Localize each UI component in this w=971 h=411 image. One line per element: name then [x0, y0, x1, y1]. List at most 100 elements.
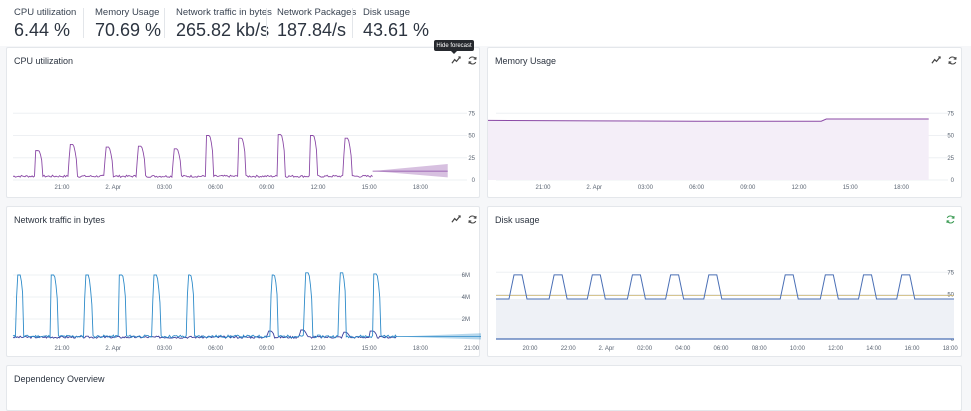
x-tick-label: 12:00 — [791, 185, 807, 191]
kpi-packages[interactable]: Network Packages 187.84/s — [277, 7, 356, 41]
x-tick-label: 03:00 — [157, 346, 173, 352]
x-tick-label: 21:00 — [535, 185, 551, 191]
x-tick-label: 22:00 — [561, 346, 577, 352]
x-tick-label: 06:00 — [713, 346, 729, 352]
y-tick-label: 75 — [947, 270, 954, 276]
kpi-packages-value: 187.84/s — [277, 20, 347, 40]
disk-chart[interactable]: 20:00 22:00 2. Apr 02:00 04:00 06:00 08:00 10:0… — [488, 235, 963, 353]
kpi-packages-label: Network Packages — [277, 7, 357, 18]
x-tick-label: 18:00 — [413, 185, 429, 191]
x-tick-label: 2. Apr — [105, 185, 121, 191]
refresh-icon[interactable] — [467, 214, 478, 225]
disk-area — [496, 298, 954, 339]
x-tick-label: 09:00 — [259, 185, 275, 191]
kpi-memory[interactable]: Memory Usage 70.69 % — [95, 7, 161, 41]
forecast-trend-icon[interactable] — [451, 55, 462, 66]
kpi-disk-value: 43.61 % — [363, 20, 430, 40]
network-chart[interactable]: 21:00 2. Apr 03:00 06:00 09:00 12:00 15:00 18:0… — [7, 235, 481, 353]
x-tick-label: 06:00 — [208, 346, 224, 352]
kpi-memory-label: Memory Usage — [95, 7, 160, 18]
kpi-cpu-label: CPU utilization — [14, 7, 77, 18]
x-tick-label: 21:00 — [464, 346, 480, 352]
x-tick-label: 21:00 — [54, 185, 70, 191]
x-tick-label: 14:00 — [866, 346, 882, 352]
x-tick-label: 18:00 — [943, 346, 959, 352]
kpi-divider — [164, 8, 165, 38]
cpu-panel: CPU utilization 21:00 2. Apr 03:00 06:00 09:… — [6, 47, 480, 198]
memory-panel: Memory Usage 21:00 2. Apr 03:00 06:00 09:00 1… — [487, 47, 962, 198]
y-tick-label: 6M — [462, 273, 470, 279]
kpi-network-value: 265.82 kb/s — [176, 20, 270, 40]
x-tick-label: 09:00 — [259, 346, 275, 352]
x-tick-label: 20:00 — [522, 346, 538, 352]
disk-panel: Disk usage 20:00 22:00 2. Apr 02:00 04:00 06:… — [487, 206, 962, 357]
kpi-disk[interactable]: Disk usage 43.61 % — [363, 7, 429, 41]
disk-series-line — [496, 274, 954, 300]
x-tick-label: 15:00 — [362, 185, 378, 191]
forecast-band — [372, 163, 448, 178]
cpu-series-line — [12, 134, 373, 179]
y-tick-label: 50 — [468, 134, 475, 140]
network-panel-title: Network traffic in bytes — [14, 215, 105, 225]
x-tick-label: 10:00 — [790, 346, 806, 352]
x-tick-label: 06:00 — [689, 185, 705, 191]
x-tick-label: 12:00 — [310, 346, 326, 352]
x-tick-label: 09:00 — [740, 185, 756, 191]
forecast-trend-icon[interactable] — [931, 55, 942, 66]
kpi-cpu[interactable]: CPU utilization 6.44 % — [14, 7, 76, 41]
dependency-panel: Dependency Overview — [6, 365, 962, 411]
x-tick-label: 12:00 — [310, 185, 326, 191]
cpu-panel-title: CPU utilization — [14, 56, 74, 66]
disk-panel-title: Disk usage — [495, 215, 540, 225]
memory-panel-actions — [931, 55, 958, 66]
cpu-panel-actions — [451, 55, 478, 66]
y-tick-label: 75 — [468, 111, 475, 117]
network-panel-actions — [451, 214, 478, 225]
y-tick-label: 0 — [951, 337, 955, 343]
cpu-chart[interactable]: 21:00 2. Apr 03:00 06:00 09:00 12:00 15:00 18:0… — [7, 76, 481, 194]
kpi-divider — [83, 8, 84, 38]
y-tick-label: 25 — [468, 156, 475, 162]
kpi-network-label: Network traffic in bytes — [176, 7, 272, 18]
x-tick-label: 06:00 — [208, 185, 224, 191]
kpi-cpu-value: 6.44 % — [14, 20, 71, 40]
network-panel: Network traffic in bytes 21:00 2. Apr 03:0… — [6, 206, 481, 357]
kpi-divider — [352, 8, 353, 38]
memory-panel-title: Memory Usage — [495, 56, 557, 66]
y-tick-label: 0 — [951, 178, 955, 184]
y-tick-label: 25 — [947, 156, 954, 162]
refresh-icon[interactable] — [945, 214, 956, 225]
x-tick-label: 03:00 — [157, 185, 173, 191]
refresh-icon[interactable] — [467, 55, 478, 66]
refresh-icon[interactable] — [947, 55, 958, 66]
disk-panel-actions — [945, 214, 956, 225]
kpi-header: CPU utilization 6.44 % Memory Usage 70.6… — [0, 0, 971, 46]
y-tick-label: 0 — [472, 178, 476, 184]
x-tick-label: 2. Apr — [586, 185, 602, 191]
x-tick-label: 18:00 — [894, 185, 910, 191]
kpi-disk-label: Disk usage — [363, 7, 410, 18]
x-tick-label: 08:00 — [752, 346, 768, 352]
y-tick-label: 75 — [947, 111, 954, 117]
forecast-trend-icon[interactable] — [451, 214, 462, 225]
x-tick-label: 2. Apr — [105, 346, 121, 352]
memory-area — [488, 119, 929, 180]
memory-chart[interactable]: 21:00 2. Apr 03:00 06:00 09:00 12:00 15:00 18:0… — [488, 76, 963, 194]
x-tick-label: 12:00 — [828, 346, 844, 352]
y-tick-label: 2M — [462, 317, 470, 323]
hide-forecast-tooltip: Hide forecast — [434, 40, 474, 54]
network-series-line — [12, 272, 397, 340]
dependency-panel-title: Dependency Overview — [14, 374, 105, 384]
kpi-memory-value: 70.69 % — [95, 20, 162, 40]
x-tick-label: 2. Apr — [599, 346, 615, 352]
x-tick-label: 03:00 — [638, 185, 654, 191]
y-tick-label: 50 — [947, 134, 954, 140]
x-tick-label: 15:00 — [843, 185, 859, 191]
x-tick-label: 04:00 — [675, 346, 691, 352]
memory-series-line — [488, 118, 929, 122]
x-tick-label: 16:00 — [904, 346, 920, 352]
kpi-network[interactable]: Network traffic in bytes 265.82 kb/s — [176, 7, 272, 41]
x-tick-label: 18:00 — [413, 346, 429, 352]
x-tick-label: 21:00 — [54, 346, 70, 352]
x-tick-label: 15:00 — [362, 346, 378, 352]
